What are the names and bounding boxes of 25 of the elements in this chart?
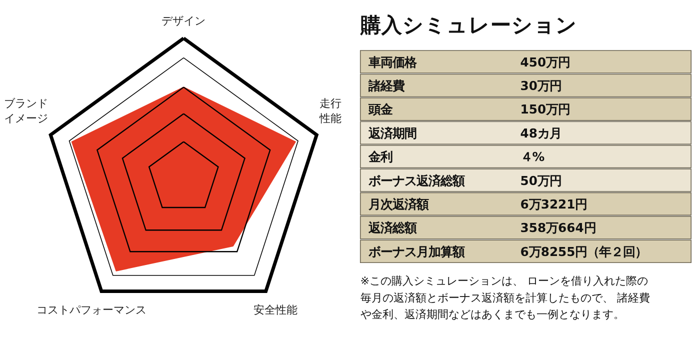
spoke-label: 安全性能 bbox=[254, 303, 298, 316]
category-label: 金利 bbox=[367, 150, 392, 164]
spoke-label: コストパフォーマンス bbox=[36, 303, 147, 316]
text: 150万円 bbox=[520, 102, 570, 117]
category-label: 返済総額 bbox=[367, 221, 416, 236]
spoke-label: デザイン bbox=[162, 14, 206, 28]
text: 6万3221円 bbox=[520, 197, 588, 212]
spoke-label: ブランドイメージ bbox=[4, 97, 48, 125]
text: 358万664円 bbox=[520, 221, 596, 236]
category-label: 車両価格 bbox=[367, 55, 418, 70]
category-label: 返済期間 bbox=[367, 126, 416, 140]
text: 購入シミュレーション bbox=[359, 12, 578, 37]
text: 450万円 bbox=[520, 55, 570, 70]
category-label: ボーナス返済総額 bbox=[367, 174, 464, 188]
text: ※この購入シミュレーションは、 ローンを借り入れた際の毎月の返済額とボーナス返済額を計算したもので、 諸経費や金利、返済期間などはあくまでも一例となります。 bbox=[360, 274, 650, 322]
text: 50万円 bbox=[520, 174, 562, 188]
category-label: 諸経費 bbox=[367, 79, 404, 94]
text: 6万8255円（年２回） bbox=[520, 244, 648, 259]
spoke-label: 走行性能 bbox=[318, 97, 342, 125]
category-label: 頭金 bbox=[367, 102, 394, 117]
text: 48カ月 bbox=[520, 126, 562, 140]
category-label: ボーナス月加算額 bbox=[367, 244, 464, 259]
category-label: 月次返済額 bbox=[367, 197, 428, 212]
text: ４% bbox=[520, 150, 545, 164]
text: 30万円 bbox=[520, 79, 562, 94]
